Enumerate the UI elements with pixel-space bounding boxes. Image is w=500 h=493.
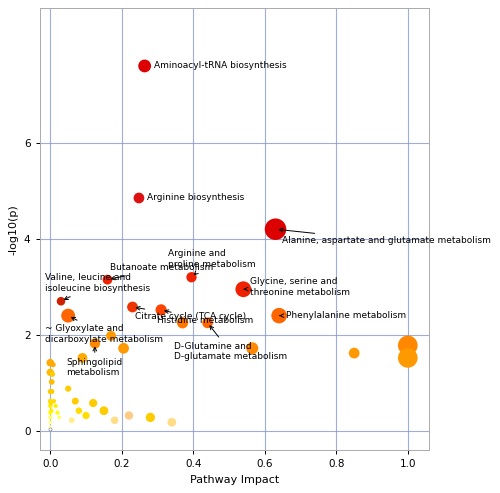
Text: Butanoate metabolism: Butanoate metabolism [110, 263, 214, 280]
Point [54, 409, 62, 417]
Point [46, 387, 54, 395]
Point [128, 303, 136, 311]
Point [125, 412, 133, 420]
Point [46, 397, 54, 405]
Point [46, 425, 54, 433]
Text: Arginine biosynthesis: Arginine biosynthesis [147, 193, 244, 203]
Point [104, 276, 112, 283]
Point [82, 412, 90, 420]
Point [49, 361, 57, 369]
Text: Arginine and
proline metabolism: Arginine and proline metabolism [168, 249, 255, 275]
Point [204, 319, 212, 327]
Point [46, 418, 54, 426]
Point [46, 423, 54, 431]
Point [157, 306, 165, 314]
Text: D-Glutamine and
D-glutamate metabolism: D-Glutamine and D-glutamate metabolism [174, 326, 286, 361]
Point [272, 225, 280, 233]
Point [46, 359, 54, 367]
Text: Glycine, serine and
threonine metabolism: Glycine, serine and threonine metabolism [244, 277, 350, 296]
Point [48, 387, 56, 395]
Point [146, 414, 154, 422]
Point [91, 340, 99, 348]
Y-axis label: -log10(p): -log10(p) [8, 204, 18, 254]
Point [248, 344, 256, 352]
Point [188, 273, 196, 281]
Text: Histidine metabolism: Histidine metabolism [157, 310, 253, 324]
Point [168, 418, 176, 426]
Point [107, 332, 115, 340]
Point [57, 297, 65, 305]
Point [75, 407, 83, 415]
Point [46, 414, 54, 422]
Point [52, 402, 60, 410]
Point [135, 194, 143, 202]
X-axis label: Pathway Impact: Pathway Impact [190, 475, 279, 485]
Text: Aminoacyl-tRNA biosynthesis: Aminoacyl-tRNA biosynthesis [154, 62, 286, 70]
Point [48, 407, 56, 415]
Point [46, 409, 54, 417]
Point [72, 397, 80, 405]
Point [50, 397, 58, 405]
Text: Valine, leucine and
isoleucine biosynthesis: Valine, leucine and isoleucine biosynthe… [45, 273, 150, 299]
Point [47, 399, 55, 407]
Point [140, 62, 148, 70]
Point [64, 312, 72, 319]
Point [404, 342, 412, 350]
Point [46, 368, 54, 376]
Point [78, 354, 86, 362]
Point [275, 312, 283, 319]
Text: Citrate cycle (TCA cycle): Citrate cycle (TCA cycle) [136, 307, 246, 321]
Point [64, 385, 72, 392]
Point [120, 344, 128, 352]
Point [89, 399, 97, 407]
Point [46, 402, 54, 410]
Point [404, 354, 412, 362]
Text: Phenylalanine metabolism: Phenylalanine metabolism [280, 311, 406, 320]
Text: Alanine, aspartate and glutamate metabolism: Alanine, aspartate and glutamate metabol… [280, 228, 491, 246]
Point [48, 378, 56, 386]
Text: ~ Glyoxylate and
dicarboxylate metabolism: ~ Glyoxylate and dicarboxylate metabolis… [45, 317, 163, 344]
Point [110, 417, 118, 424]
Text: Sphingolipid
metabolism: Sphingolipid metabolism [66, 348, 122, 377]
Point [55, 414, 63, 422]
Point [178, 319, 186, 327]
Point [240, 285, 248, 293]
Point [350, 349, 358, 357]
Point [48, 370, 56, 378]
Point [100, 407, 108, 415]
Point [68, 417, 76, 424]
